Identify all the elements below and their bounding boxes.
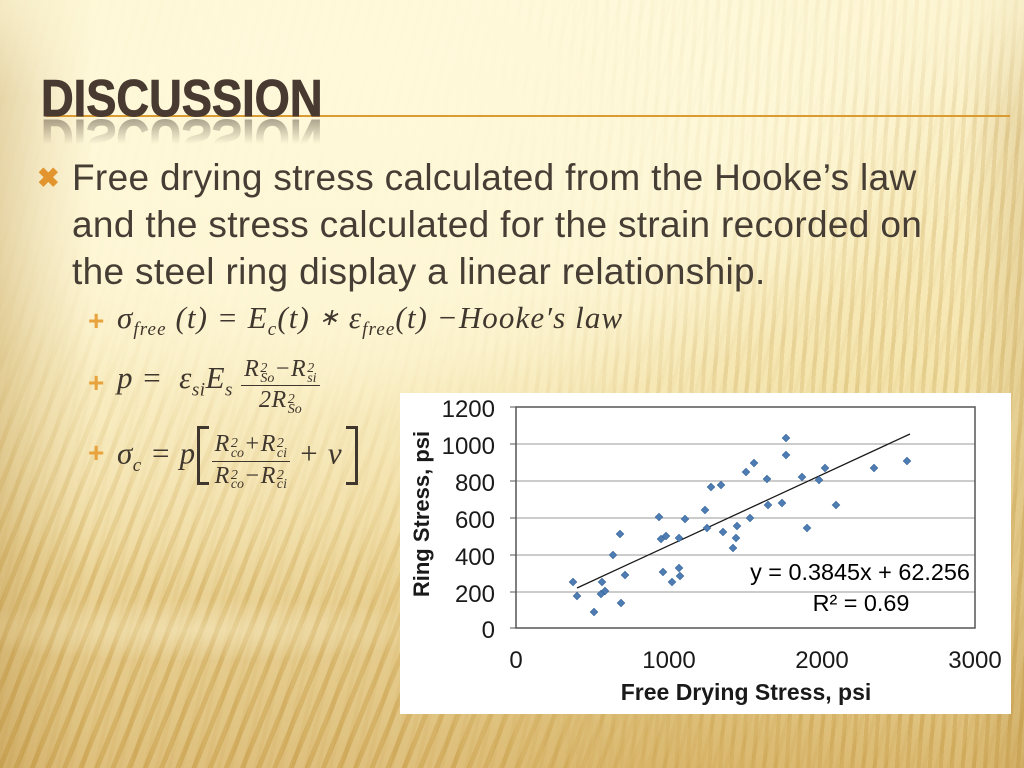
svg-text:Free Drying Stress, psi: Free Drying Stress, psi — [621, 679, 872, 705]
svg-text:3000: 3000 — [948, 647, 1001, 674]
svg-text:1200: 1200 — [442, 396, 495, 423]
svg-text:y = 0.3845x + 62.256: y = 0.3845x + 62.256 — [750, 559, 970, 585]
svg-text:200: 200 — [455, 581, 495, 608]
svg-text:1000: 1000 — [442, 433, 495, 460]
svg-text:0: 0 — [482, 617, 495, 644]
svg-text:1000: 1000 — [642, 647, 695, 674]
svg-text:Ring Stress, psi: Ring Stress, psi — [409, 431, 434, 597]
svg-text:R² = 0.69: R² = 0.69 — [813, 590, 910, 616]
svg-text:400: 400 — [455, 544, 495, 571]
svg-text:600: 600 — [455, 507, 495, 534]
svg-text:0: 0 — [509, 647, 522, 674]
svg-text:800: 800 — [455, 470, 495, 497]
svg-text:2000: 2000 — [795, 647, 848, 674]
